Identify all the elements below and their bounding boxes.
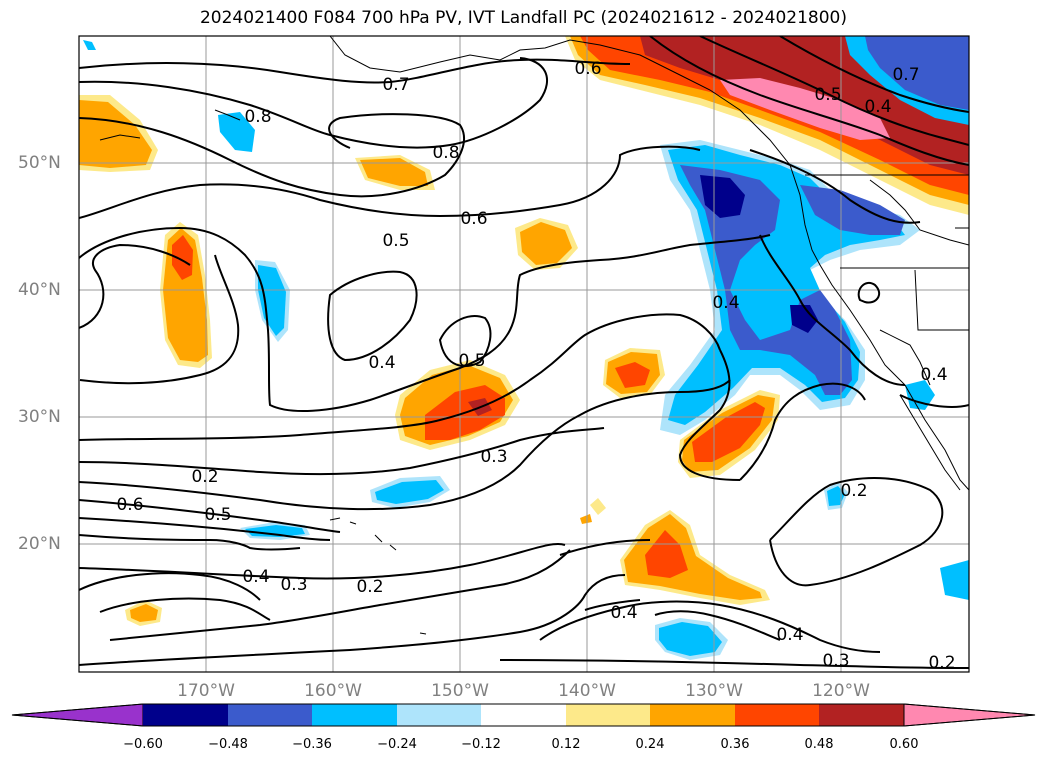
contour-label: 0.2 (356, 577, 383, 597)
lon-label: 170°W (177, 681, 235, 701)
colorbar-segment (228, 704, 312, 726)
contour-label: 0.6 (116, 495, 143, 515)
colorbar-segment (566, 704, 650, 726)
shade-wc-navy1 (700, 175, 745, 218)
colorbar-segment (735, 704, 819, 726)
contour-label: 0.4 (776, 625, 803, 645)
contour-label: 0.3 (822, 651, 849, 671)
contour-label: 0.5 (382, 231, 409, 251)
contour-label: 0.5 (814, 85, 841, 105)
contour-label-layer: 0.7 0.6 0.8 0.8 0.6 0.5 0.4 0.5 0.3 0.2 … (116, 59, 955, 673)
contour-label: 0.7 (382, 75, 409, 95)
pv-contours (79, 36, 969, 669)
contour-label: 0.6 (460, 209, 487, 229)
lon-label: 140°W (558, 681, 616, 701)
shade-b2-blue (258, 265, 286, 336)
contour-label: 0.5 (204, 505, 231, 525)
colorbar (11, 703, 1036, 727)
colorbar-segment (397, 704, 481, 726)
colorbar-segment (312, 704, 397, 726)
colorbar-tick-label: 0.24 (635, 737, 665, 752)
shade-b4-blue (245, 525, 305, 537)
lat-label: 20°N (18, 534, 61, 554)
contour-label: 0.6 (574, 59, 601, 79)
shade-o5-red (615, 362, 650, 388)
colorbar-segment (819, 704, 904, 726)
shade-o7-orange (624, 514, 762, 600)
shade-o2-orange (360, 158, 428, 186)
contour-label: 0.4 (242, 567, 269, 587)
contour-label: 0.4 (368, 353, 395, 373)
colorbar-tick-label: 0.12 (551, 737, 581, 752)
contour-label: 0.4 (610, 603, 637, 623)
contour-label: 0.8 (244, 107, 271, 127)
shade-s5-yellow (590, 498, 606, 515)
shade-s1-orange (130, 604, 158, 622)
contour-label: 0.7 (892, 65, 919, 85)
shade-b5-blue (659, 622, 722, 656)
shade-tl-orange (79, 100, 152, 168)
shade-wc-royal2 (800, 185, 905, 235)
shade-o4-red (172, 235, 193, 280)
contour-label: 0.3 (480, 447, 507, 467)
shade-s6-orange (580, 514, 592, 524)
shade-b3-blue (375, 480, 444, 504)
shade-wc-navy2 (790, 305, 818, 333)
map-frame (78, 35, 970, 673)
contour-label: 0.4 (920, 365, 947, 385)
contour-label: 0.3 (280, 575, 307, 595)
shade-o3-orange (520, 222, 572, 265)
contour-label: 0.2 (840, 481, 867, 501)
colorbar-tick-label: 0.36 (720, 737, 750, 752)
contour-label: 0.8 (432, 143, 459, 163)
lon-label: 160°W (304, 681, 362, 701)
map-title: 2024021400 F084 700 hPa PV, IVT Landfall… (199, 8, 847, 28)
colorbar-segment (650, 704, 735, 726)
shade-o7-red (645, 530, 688, 578)
colorbar-extend-right (903, 703, 1036, 727)
lat-label: 50°N (18, 153, 61, 173)
colorbar-tick-label: 0.48 (804, 737, 834, 752)
colorbar-segment (481, 704, 566, 726)
colorbar-tick-label: −0.24 (377, 737, 417, 752)
colorbar-tick-label: −0.60 (123, 737, 163, 752)
shade-s3-blue (905, 380, 935, 410)
contour-label: 0.5 (458, 351, 485, 371)
shade-s4-blue (940, 560, 969, 600)
colorbar-extend-left (11, 703, 144, 727)
colorbar-tick-label: −0.48 (208, 737, 248, 752)
lon-label: 130°W (685, 681, 743, 701)
shade-s7-blue (83, 40, 96, 50)
colorbar-tick-label: 0.60 (889, 737, 919, 752)
lat-label: 30°N (18, 407, 61, 427)
contour-label: 0.4 (712, 293, 739, 313)
shading-layer (79, 36, 969, 660)
shade-b1-blue (218, 112, 255, 152)
colorbar-tick-label: −0.36 (292, 737, 332, 752)
shade-wc-royal (680, 165, 852, 395)
contour-label: 0.2 (928, 653, 955, 673)
colorbar-tick-label: −0.12 (461, 737, 501, 752)
colorbar-outline (11, 703, 1036, 727)
colorbar-segment (143, 704, 228, 726)
lon-label: 120°W (812, 681, 870, 701)
contour-label: 0.2 (191, 467, 218, 487)
shade-ne-royal (865, 36, 969, 110)
coastlines (99, 36, 969, 635)
lon-label: 150°W (431, 681, 489, 701)
lat-label: 40°N (18, 280, 61, 300)
contour-label: 0.4 (864, 97, 891, 117)
